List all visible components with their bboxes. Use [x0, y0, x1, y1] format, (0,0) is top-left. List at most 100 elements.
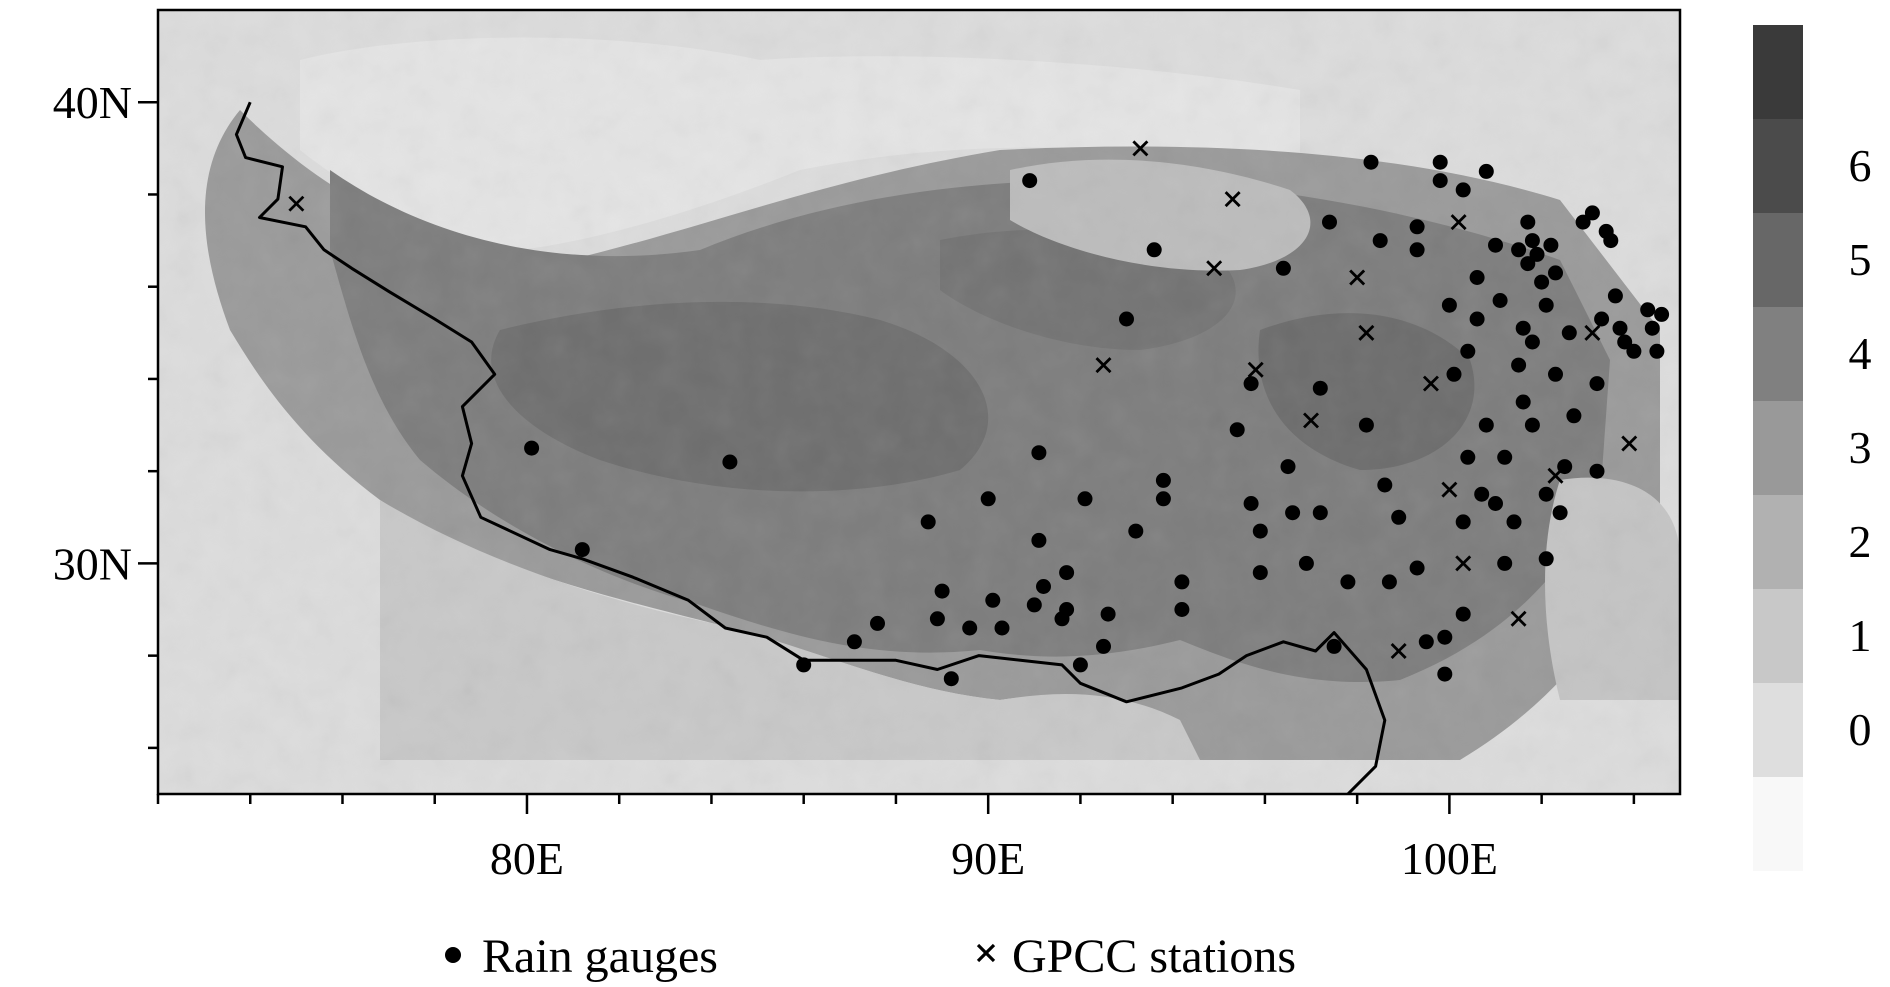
rain-gauge-point	[1534, 274, 1550, 290]
rain-gauge-point	[1455, 606, 1471, 622]
rain-gauge-point	[1077, 491, 1093, 507]
gpcc-station-point	[1547, 467, 1564, 484]
rain-gauge-legend-marker	[445, 947, 461, 963]
gpcc-station-point	[1510, 610, 1527, 627]
gpcc-station-point	[1422, 375, 1439, 392]
rain-gauge-point	[1548, 366, 1563, 382]
rain-gauge-point	[1298, 555, 1314, 571]
rain-gauge-point	[1229, 422, 1245, 438]
rain-gauge-point	[1492, 293, 1508, 308]
rain-gauge-point	[1626, 343, 1642, 359]
rain-gauge-points	[524, 154, 1670, 687]
colorbar-level-label: 0	[1849, 704, 1872, 755]
rain-gauge-point	[1644, 320, 1660, 336]
lat-tick-label: 30N	[53, 538, 132, 589]
rain-gauge-point	[1524, 417, 1540, 433]
rain-gauge-point	[1603, 233, 1619, 249]
rain-gauge-point	[1381, 574, 1397, 590]
gpcc-station-point	[1455, 555, 1472, 572]
rain-gauge-point	[1026, 597, 1042, 613]
rain-gauge-point	[1649, 343, 1665, 359]
rain-gauge-point	[1372, 233, 1388, 249]
rain-gauge-point	[1455, 182, 1471, 198]
colorbar-level-label: 1	[1849, 610, 1872, 661]
rain-gauge-point	[1128, 523, 1144, 539]
rain-gauge-point	[1155, 472, 1171, 488]
rain-gauge-point	[1174, 602, 1190, 617]
rain-gauge-point	[1497, 555, 1513, 571]
rain-gauge-point	[985, 592, 1001, 608]
rain-gauge-point	[1515, 394, 1531, 410]
colorbar-bin	[1753, 119, 1803, 213]
rain-gauge-point	[1409, 560, 1425, 576]
rain-gauge-point	[1617, 334, 1633, 350]
rain-gauge-point	[943, 671, 959, 687]
colorbar-level-label: 4	[1849, 328, 1872, 379]
rain-gauge-point	[870, 615, 885, 631]
rain-gauge-point	[1584, 205, 1600, 221]
rain-gauge-point	[1640, 302, 1656, 318]
colorbar-bin	[1753, 401, 1803, 495]
colorbar-bin-below	[1753, 777, 1803, 871]
legend: Rain gauges GPCC stations	[445, 930, 1296, 983]
rain-gauge-point	[1432, 154, 1448, 170]
colorbar-level-label: 2	[1849, 516, 1872, 567]
rain-gauge-point	[1096, 638, 1111, 654]
rain-gauge-point	[1358, 417, 1374, 433]
rain-gauge-point	[1409, 242, 1425, 258]
gpcc-station-point	[1132, 140, 1149, 157]
rain-gauge-point	[1460, 343, 1476, 359]
rain-gauge-point	[1548, 265, 1563, 281]
rain-gauge-point	[1326, 638, 1342, 654]
rain-gauge-point	[1432, 173, 1448, 189]
rain-gauge-point	[1437, 629, 1453, 645]
rain-gauge-point	[1607, 288, 1623, 304]
rain-gauge-point	[524, 440, 540, 456]
rain-gauge-point	[1155, 491, 1171, 507]
rain-gauge-point	[1363, 154, 1379, 170]
rain-gauge-point	[962, 620, 978, 636]
gpcc-station-point	[1224, 191, 1241, 208]
rain-gauge-point	[796, 657, 812, 673]
colorbar-bin	[1753, 25, 1803, 119]
rain-gauge-point	[1418, 634, 1434, 650]
rain-gauge-point	[1100, 606, 1116, 622]
rain-gauge-point	[1031, 532, 1047, 548]
rain-gauge-point	[1538, 297, 1554, 313]
rain-gauge-point	[1506, 514, 1522, 530]
rain-gauge-point	[1654, 306, 1670, 322]
gpcc-station-point	[1206, 260, 1223, 277]
rain-gauge-point	[1243, 496, 1259, 511]
rain-gauge-point	[722, 454, 738, 470]
gpcc-station-points	[288, 140, 1638, 660]
elevation-colorbar: 0 1 2 3 4 5 6	[1753, 25, 1872, 871]
rain-gauge-point	[1515, 320, 1531, 336]
rain-gauge-point	[1511, 242, 1527, 258]
rain-gauge-point	[1488, 237, 1503, 253]
rain-gauge-point	[1119, 311, 1134, 327]
rain-gauge-point	[1031, 445, 1047, 461]
rain-gauge-point	[920, 514, 936, 530]
rain-gauge-point	[1072, 657, 1088, 673]
colorbar-bin	[1753, 307, 1803, 401]
rain-gauge-point	[1524, 233, 1540, 249]
gpcc-legend-marker	[976, 943, 996, 963]
rain-gauge-point	[846, 634, 862, 650]
gpcc-station-point	[1584, 324, 1601, 341]
rain-gauge-point	[1488, 496, 1503, 511]
gpcc-station-point	[1450, 214, 1467, 231]
lat-tick-label: 40N	[53, 77, 132, 128]
rain-gauge-point	[1460, 449, 1476, 465]
rain-gauge-point	[1174, 574, 1190, 590]
rain-gauge-point	[1280, 459, 1296, 475]
rain-gauge-point	[1469, 270, 1485, 285]
gpcc-station-point	[1349, 269, 1366, 286]
rain-gauge-point	[1538, 486, 1554, 502]
rain-gauge-point	[1036, 579, 1051, 594]
gpcc-station-point	[1390, 643, 1407, 660]
rain-gauge-point	[1612, 320, 1628, 336]
rain-gauge-point	[980, 491, 996, 507]
rain-gauge-point	[1520, 256, 1536, 272]
rain-gauge-point	[1146, 242, 1162, 258]
rain-gauge-point	[934, 583, 950, 599]
